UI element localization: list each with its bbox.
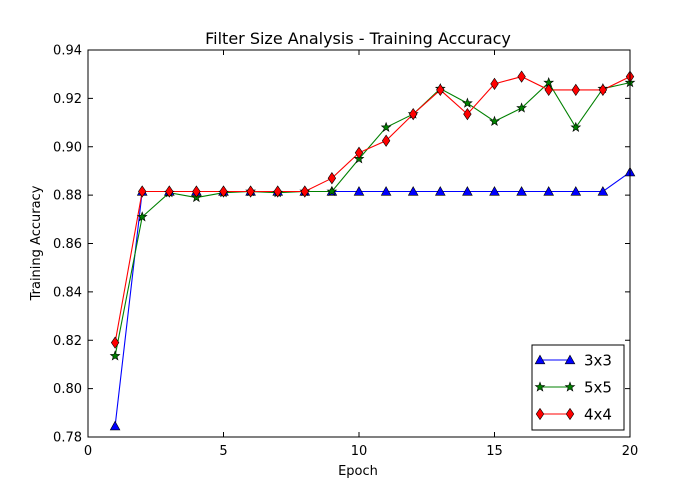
data-point [571, 83, 580, 97]
data-point [165, 185, 174, 198]
x-tick-label: 20 [622, 444, 639, 459]
data-point [109, 420, 121, 431]
x-tick-label: 5 [219, 444, 227, 459]
legend-marker [564, 381, 576, 392]
legend: 3x3 5x5 4x4 [531, 344, 625, 431]
legend-marker [565, 407, 575, 421]
y-axis-label: Training Accuracy [29, 185, 44, 301]
data-point [436, 83, 445, 97]
data-point [246, 185, 255, 198]
data-point [490, 77, 499, 90]
data-point [516, 186, 527, 196]
y-tick-label: 0.84 [53, 285, 82, 300]
legend-label: 3x3 [584, 352, 612, 370]
x-tick-label: 10 [351, 444, 368, 459]
data-point [273, 185, 282, 198]
data-point [570, 186, 582, 196]
chart-title: Filter Size Analysis - Training Accuracy [205, 29, 511, 48]
y-tick-label: 0.94 [53, 44, 82, 59]
plot-area: 0 5 10 15 20 0.78 0.80 0.82 0.84 0.86 0.88 0.90 0.92… [53, 44, 638, 460]
data-point [434, 186, 446, 196]
data-point [570, 121, 582, 132]
data-point [219, 185, 228, 198]
data-point [407, 186, 419, 196]
y-tick-label: 0.92 [53, 92, 82, 107]
data-point [354, 146, 364, 159]
y-tick-label: 0.86 [53, 237, 82, 252]
data-point [489, 115, 500, 126]
data-point [353, 186, 365, 196]
data-point [192, 185, 201, 198]
data-point [380, 121, 392, 132]
legend-label: 5x5 [584, 379, 612, 397]
data-point [543, 186, 555, 196]
legend-marker [534, 381, 546, 392]
legend-marker [564, 354, 576, 365]
data-point [109, 350, 121, 361]
legend-marker [534, 354, 546, 365]
data-point [462, 97, 473, 108]
y-tick-label: 0.82 [53, 334, 82, 349]
y-tick-label: 0.78 [53, 431, 82, 446]
data-point [380, 186, 392, 196]
data-point [598, 83, 608, 97]
data-point [462, 186, 473, 196]
data-point [517, 70, 526, 83]
data-point [136, 211, 148, 222]
x-axis-label: Epoch [338, 464, 378, 479]
x-tick-label: 0 [84, 444, 92, 459]
data-point [489, 186, 500, 196]
data-point [381, 134, 391, 147]
data-point [544, 83, 553, 97]
y-tick-label: 0.80 [53, 382, 82, 397]
y-tick-label: 0.88 [53, 189, 82, 204]
series-line [114, 81, 631, 357]
data-point [138, 185, 147, 198]
series-line [114, 76, 631, 343]
data-point [597, 186, 609, 196]
legend-marker [535, 407, 545, 421]
x-tick-label: 15 [486, 444, 503, 459]
data-point [300, 185, 309, 198]
data-point [327, 172, 337, 185]
data-point [463, 107, 472, 121]
y-tick-label: 0.90 [53, 140, 82, 155]
data-point [110, 336, 120, 349]
data-point [326, 185, 338, 197]
legend-label: 4x4 [584, 406, 612, 424]
data-point [409, 107, 418, 121]
data-point [516, 102, 527, 113]
